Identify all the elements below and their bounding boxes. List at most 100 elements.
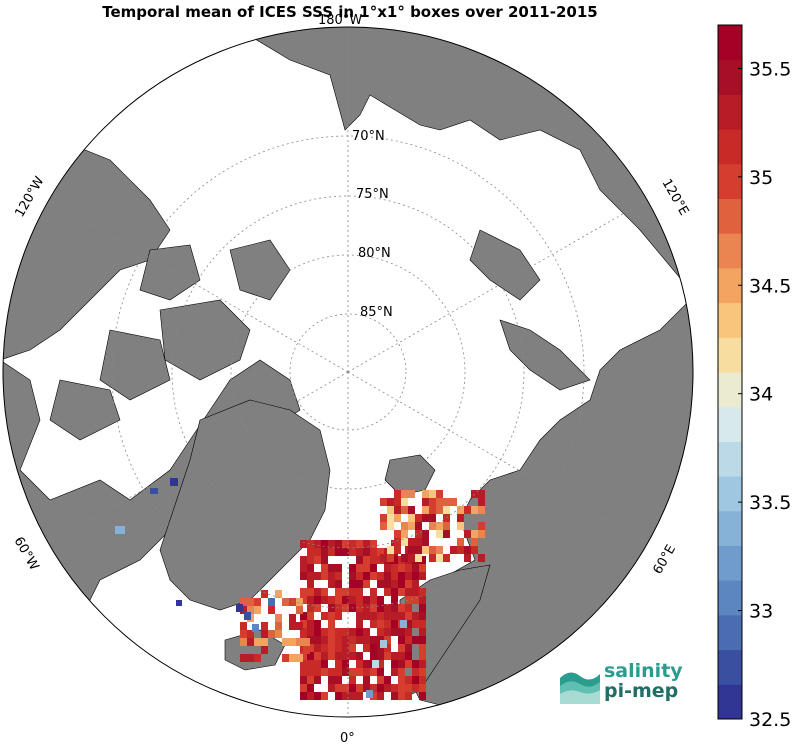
sss-box [398, 668, 405, 676]
sss-box [429, 514, 436, 522]
sss-box [443, 530, 450, 538]
sss-box [398, 644, 405, 652]
sss-box [342, 660, 349, 668]
sss-box [321, 668, 328, 676]
sss-box [370, 636, 377, 644]
land-canada-islands-4 [99, 329, 171, 401]
sss-box [391, 684, 398, 692]
sss-box [342, 548, 349, 556]
sss-box [405, 628, 412, 636]
sss-box [429, 554, 436, 562]
sss-box [401, 490, 408, 498]
sss-box [398, 692, 405, 700]
sss-box [300, 660, 307, 668]
sss-box [419, 668, 426, 676]
sss-box [419, 644, 426, 652]
sss-box [391, 564, 398, 572]
sss-box [412, 676, 419, 684]
sss-box [436, 506, 443, 514]
colorbar-tick-label: 35 [749, 167, 773, 189]
sss-box [443, 522, 450, 530]
sss-box [429, 522, 436, 530]
sss-box [401, 554, 408, 562]
sss-box [419, 564, 426, 572]
sss-box [268, 598, 275, 606]
sss-box [408, 490, 415, 498]
sss-box [356, 548, 363, 556]
sss-box [363, 596, 370, 604]
sss-box [356, 684, 363, 692]
sss-box [415, 514, 422, 522]
colorbar-swatch [718, 302, 742, 338]
sss-box [398, 660, 405, 668]
sss-box [401, 522, 408, 530]
colorbar-swatch [718, 94, 742, 130]
sss-box [307, 580, 314, 588]
sss-box [419, 676, 426, 684]
sss-box [321, 564, 328, 572]
sss-box [457, 546, 464, 554]
sss-box [300, 684, 307, 692]
sss-box [384, 604, 391, 612]
sss-box [300, 676, 307, 684]
sss-box [419, 692, 426, 700]
sss-box [415, 546, 422, 554]
sss-box [391, 556, 398, 564]
sss-box [419, 660, 426, 668]
sss-box [303, 638, 310, 646]
sss-box [436, 490, 443, 498]
sss-box [314, 636, 321, 644]
sss-box [398, 604, 405, 612]
sss-box [372, 660, 379, 668]
sss-box [328, 604, 335, 612]
sss-box [391, 572, 398, 580]
sss-box [342, 588, 349, 596]
colorbar-swatch [718, 580, 742, 616]
sss-box [363, 548, 370, 556]
colorbar-tick-label: 35.5 [749, 58, 791, 80]
salinity-pimep-logo: salinity pi-mep [558, 660, 698, 708]
colorbar-ticks: 32.5 33 33.5 34 34.5 35 35.5 [738, 58, 791, 731]
colorbar-swatch [718, 441, 742, 477]
sss-box [275, 614, 282, 622]
sss-box [307, 692, 314, 700]
sss-box [419, 636, 426, 644]
sss-box [342, 596, 349, 604]
sss-box [401, 498, 408, 506]
sss-box [307, 652, 314, 660]
sss-box [363, 676, 370, 684]
sss-box [321, 588, 328, 596]
sss-box [408, 514, 415, 522]
sss-box [307, 572, 314, 580]
sss-box [303, 646, 310, 654]
sss-box [387, 514, 394, 522]
sss-box [384, 572, 391, 580]
sss-box [391, 660, 398, 668]
sss-box [380, 554, 387, 562]
sss-box [321, 644, 328, 652]
sss-box [377, 604, 384, 612]
sss-box [314, 628, 321, 636]
sss-box [377, 620, 384, 628]
sss-box [356, 556, 363, 564]
sss-box [335, 596, 342, 604]
sss-box [384, 580, 391, 588]
sss-box [419, 620, 426, 628]
sss-box [335, 564, 342, 572]
sss-box [247, 630, 254, 638]
sss-box [419, 604, 426, 612]
graticule [48, 27, 648, 717]
sss-box [335, 636, 342, 644]
sss-box [419, 572, 426, 580]
sss-box [236, 604, 243, 612]
sss-box [478, 506, 485, 514]
sss-box [356, 564, 363, 572]
sss-box [377, 628, 384, 636]
sss-box [300, 596, 307, 604]
sss-box [405, 660, 412, 668]
sss-box [387, 554, 394, 562]
sss-box [254, 654, 261, 662]
sss-box [464, 546, 471, 554]
sss-box [335, 628, 342, 636]
logo-text-pimep: pi-mep [604, 680, 679, 702]
